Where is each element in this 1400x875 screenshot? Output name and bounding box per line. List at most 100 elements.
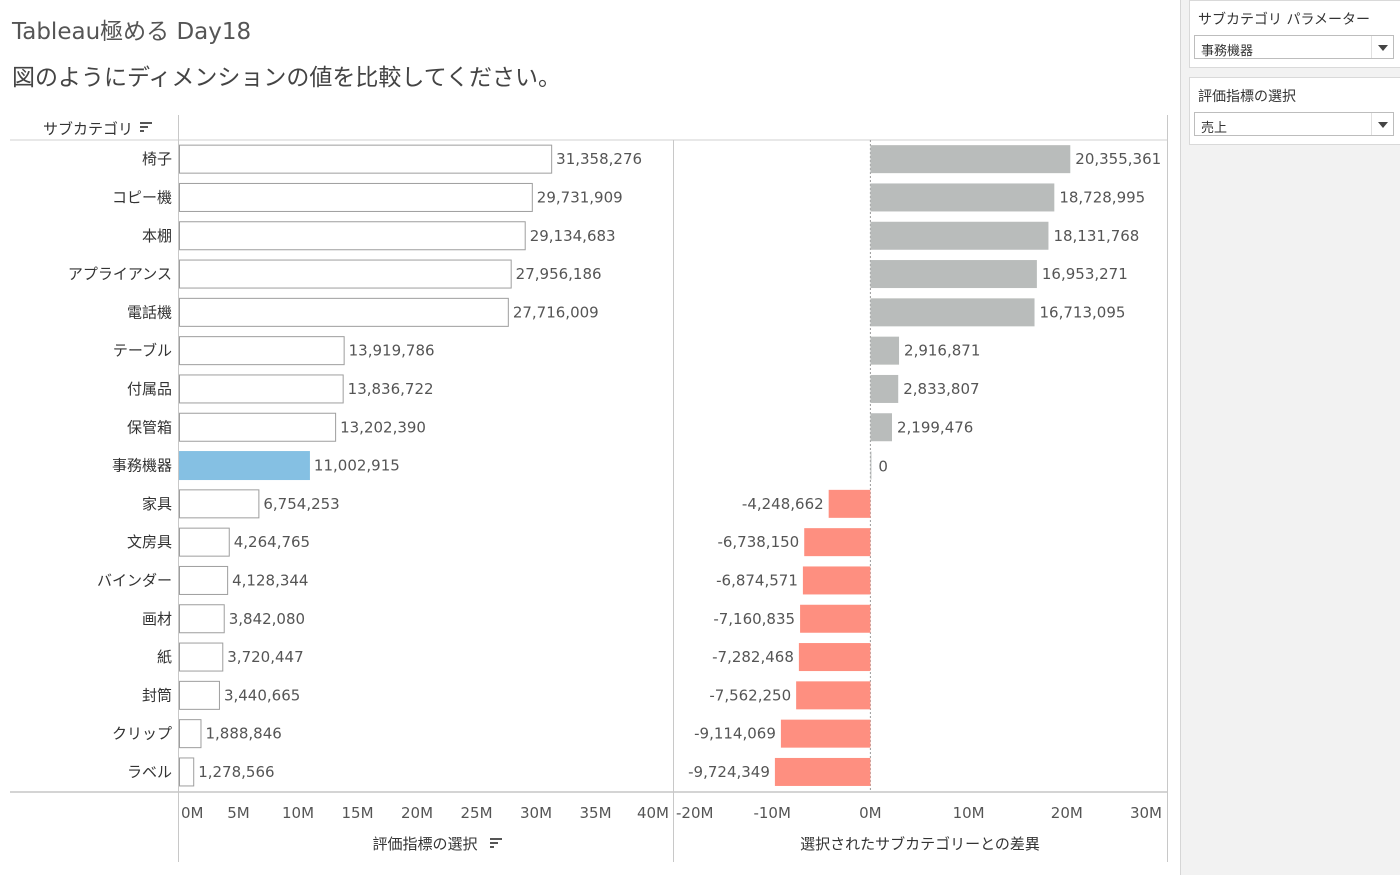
- left-axis-title: 評価指標の選択: [372, 835, 477, 853]
- metric-bar[interactable]: [179, 604, 225, 634]
- subcategory-parameter: サブカテゴリ パラメーター 事務機器: [1189, 0, 1400, 68]
- category-label: 紙: [157, 648, 172, 666]
- difference-bar[interactable]: [870, 260, 1037, 289]
- metric-bar[interactable]: [179, 565, 229, 595]
- category-label: 保管箱: [127, 418, 172, 436]
- difference-bar[interactable]: [774, 757, 871, 786]
- metric-bar[interactable]: [179, 297, 509, 327]
- difference-bar[interactable]: [870, 374, 899, 403]
- metric-bar[interactable]: [179, 489, 260, 519]
- left-tick-label: 40M: [637, 804, 669, 822]
- left-tick-label: 5M: [227, 804, 250, 822]
- metric-value-label: 13,202,390: [340, 418, 426, 436]
- sort-icon-line: [140, 130, 144, 132]
- metric-bar[interactable]: [179, 259, 512, 289]
- metric-bar[interactable]: [179, 374, 344, 404]
- dropdown-arrow-icon[interactable]: [1371, 36, 1393, 58]
- metric-bar[interactable]: [179, 680, 220, 710]
- difference-value-label: 0: [878, 458, 888, 476]
- difference-bar[interactable]: [870, 183, 1055, 212]
- metric-value-label: 27,956,186: [516, 265, 602, 283]
- metric-value-label: 3,440,665: [224, 686, 300, 704]
- metric-parameter-dropdown[interactable]: 売上: [1194, 112, 1394, 136]
- right-tick-label: 0M: [859, 804, 882, 822]
- difference-bar[interactable]: [870, 298, 1035, 327]
- metric-value-label: 1,888,846: [205, 725, 281, 743]
- category-label: 家具: [142, 495, 172, 513]
- difference-value-label: -6,738,150: [717, 533, 799, 551]
- category-label: ラベル: [127, 763, 172, 781]
- metric-bar[interactable]: [179, 412, 337, 442]
- metric-bar[interactable]: [179, 527, 230, 557]
- metric-bar[interactable]: [179, 719, 202, 749]
- difference-bar[interactable]: [870, 451, 872, 480]
- difference-value-label: -6,874,571: [716, 571, 798, 589]
- difference-value-label: 16,713,095: [1040, 303, 1126, 321]
- left-tick-label: 35M: [579, 804, 611, 822]
- metric-bar[interactable]: [179, 336, 345, 366]
- axes: 0M 5M 10M 15M 20M 25M 30M 35M 40M -20M -10M 0M 10M 20…: [181, 804, 1162, 853]
- category-label: 封筒: [142, 686, 172, 704]
- right-tick-label: 20M: [1051, 804, 1083, 822]
- sort-icon[interactable]: [140, 122, 152, 132]
- parameter-panel: サブカテゴリ パラメーター 事務機器 評価指標の選択 売上: [1180, 0, 1400, 875]
- subcategory-parameter-dropdown[interactable]: 事務機器: [1194, 35, 1394, 59]
- sort-icon-line: [140, 122, 152, 124]
- difference-bars: 20,355,361 18,728,995 18,131,768 16,953,271…: [688, 145, 1161, 786]
- difference-value-label: -4,248,662: [742, 495, 824, 513]
- category-label: 画材: [142, 610, 172, 628]
- category-label: 電話機: [127, 303, 172, 321]
- difference-value-label: 2,833,807: [903, 380, 979, 398]
- category-label: バインダー: [97, 571, 172, 589]
- difference-bar[interactable]: [798, 643, 871, 672]
- category-label: 付属品: [127, 380, 172, 398]
- category-label: 本棚: [142, 227, 172, 245]
- difference-value-label: -9,114,069: [694, 725, 776, 743]
- metric-bar[interactable]: [179, 451, 310, 481]
- metric-value-label: 3,720,447: [227, 648, 303, 666]
- category-label: 椅子: [142, 150, 172, 168]
- difference-value-label: -7,282,468: [712, 648, 794, 666]
- category-label: アプライアンス: [68, 265, 172, 283]
- metric-bar[interactable]: [179, 182, 533, 212]
- difference-bar[interactable]: [802, 566, 871, 595]
- dropdown-arrow-icon[interactable]: [1371, 113, 1393, 135]
- metric-bar[interactable]: [179, 642, 224, 672]
- metric-value-label: 1,278,566: [198, 763, 274, 781]
- metric-bar[interactable]: [179, 757, 195, 787]
- metric-value-label: 29,134,683: [530, 227, 616, 245]
- metric-value-label: 4,128,344: [232, 571, 308, 589]
- right-tick-label: 10M: [953, 804, 985, 822]
- difference-bar[interactable]: [800, 604, 871, 633]
- subcategory-parameter-value: 事務機器: [1201, 44, 1254, 59]
- category-label: 文房具: [127, 533, 172, 551]
- metric-value-label: 31,358,276: [556, 150, 642, 168]
- metric-bars: 31,358,276 29,731,909 29,134,683 27,956,186…: [179, 144, 642, 787]
- sort-icon[interactable]: [490, 838, 502, 848]
- sort-icon-line: [490, 846, 494, 848]
- metric-bar[interactable]: [179, 144, 553, 174]
- right-axis-title: 選択されたサブカテゴリーとの差異: [800, 835, 1040, 853]
- difference-bar[interactable]: [780, 719, 871, 748]
- metric-value-label: 4,264,765: [234, 533, 310, 551]
- left-tick-label: 25M: [460, 804, 492, 822]
- left-tick-label: 30M: [520, 804, 552, 822]
- difference-bar[interactable]: [804, 528, 871, 557]
- dashboard-subtitle: 図のようにディメンションの値を比較してください。: [12, 65, 562, 91]
- difference-bar[interactable]: [870, 413, 892, 442]
- difference-bar[interactable]: [870, 336, 900, 365]
- difference-value-label: 18,131,768: [1053, 227, 1139, 245]
- sort-icon-line: [140, 126, 148, 128]
- difference-bar[interactable]: [796, 681, 871, 710]
- right-tick-label: 30M: [1130, 804, 1162, 822]
- difference-bar[interactable]: [870, 145, 1071, 174]
- metric-value-label: 13,836,722: [348, 380, 434, 398]
- difference-value-label: 16,953,271: [1042, 265, 1128, 283]
- metric-bar[interactable]: [179, 221, 526, 251]
- row-header: サブカテゴリ: [43, 120, 152, 138]
- difference-bar[interactable]: [870, 221, 1049, 250]
- left-tick-label: 10M: [282, 804, 314, 822]
- difference-bar[interactable]: [828, 489, 871, 518]
- dashboard: Tableau極める Day18 図のようにディメンションの値を比較してください…: [10, 19, 1168, 862]
- sort-icon-line: [490, 842, 498, 844]
